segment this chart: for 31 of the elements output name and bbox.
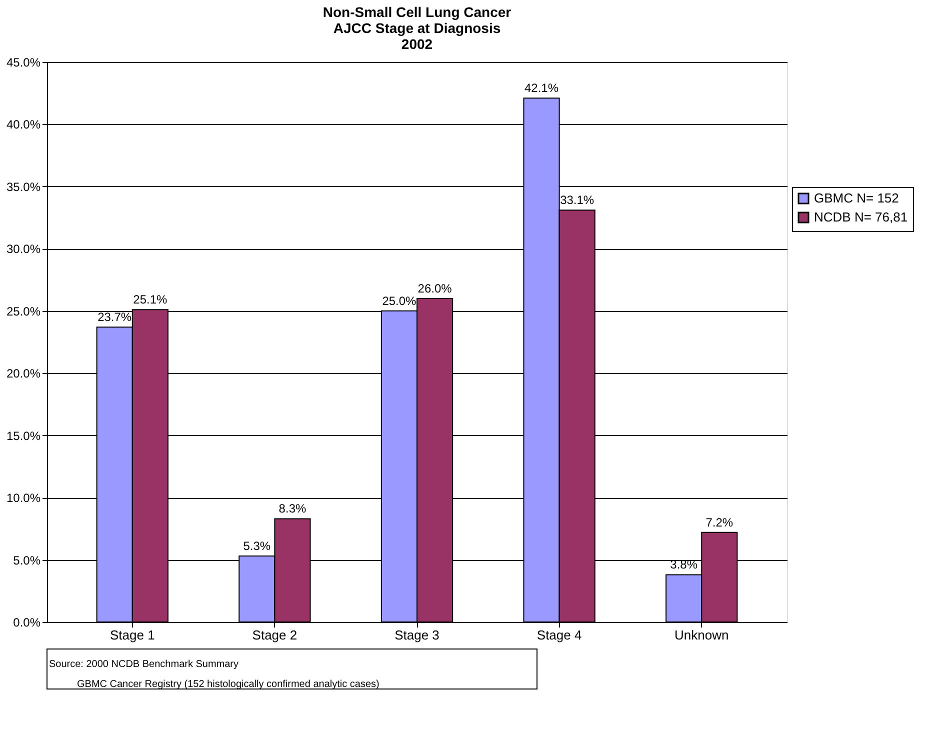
text: AJCC Stage at Diagnosis: [333, 20, 501, 36]
data-label: 42.1%: [524, 81, 559, 96]
y-tick-label: 40.0%: [6, 118, 41, 132]
legend-label: NCDB N= 76,81: [814, 210, 908, 224]
x-tick-label: Stage 2: [252, 628, 298, 642]
y-tick-label: 30.0%: [6, 242, 41, 256]
y-tick-label: 35.0%: [6, 180, 41, 194]
y-tick-label: 45.0%: [6, 56, 41, 70]
x-tick-label: Stage 3: [394, 628, 440, 642]
y-tick-label: 25.0%: [6, 304, 41, 318]
data-label: 7.2%: [706, 515, 734, 530]
x-tick-label: Stage 1: [110, 628, 155, 642]
source-note: Source: 2000 NCDB Benchmark Summary: [49, 659, 239, 670]
x-tick-label: Stage 4: [536, 628, 582, 642]
data-label: 25.0%: [382, 294, 417, 308]
legend-label: GBMC N= 152: [814, 190, 899, 206]
y-tick-label: 10.0%: [6, 491, 41, 506]
text: 2002: [401, 36, 433, 52]
y-tick-label: 0.0%: [13, 616, 41, 630]
data-label: 25.1%: [133, 292, 168, 307]
data-label: 23.7%: [98, 310, 132, 324]
data-label: 5.3%: [243, 539, 271, 554]
y-tick-label: 5.0%: [13, 553, 41, 568]
text: GBMC Cancer Registry (152 histologically confirmed analytic cases): [77, 679, 380, 690]
y-tick-label: 15.0%: [6, 428, 41, 443]
data-label: 8.3%: [278, 502, 306, 516]
y-tick-label: 20.0%: [6, 366, 41, 381]
data-label: 33.1%: [560, 193, 594, 208]
text: Non-Small Cell Lung Cancer: [322, 4, 512, 20]
x-tick-label: Unknown: [674, 628, 729, 642]
data-label: 26.0%: [418, 281, 452, 296]
